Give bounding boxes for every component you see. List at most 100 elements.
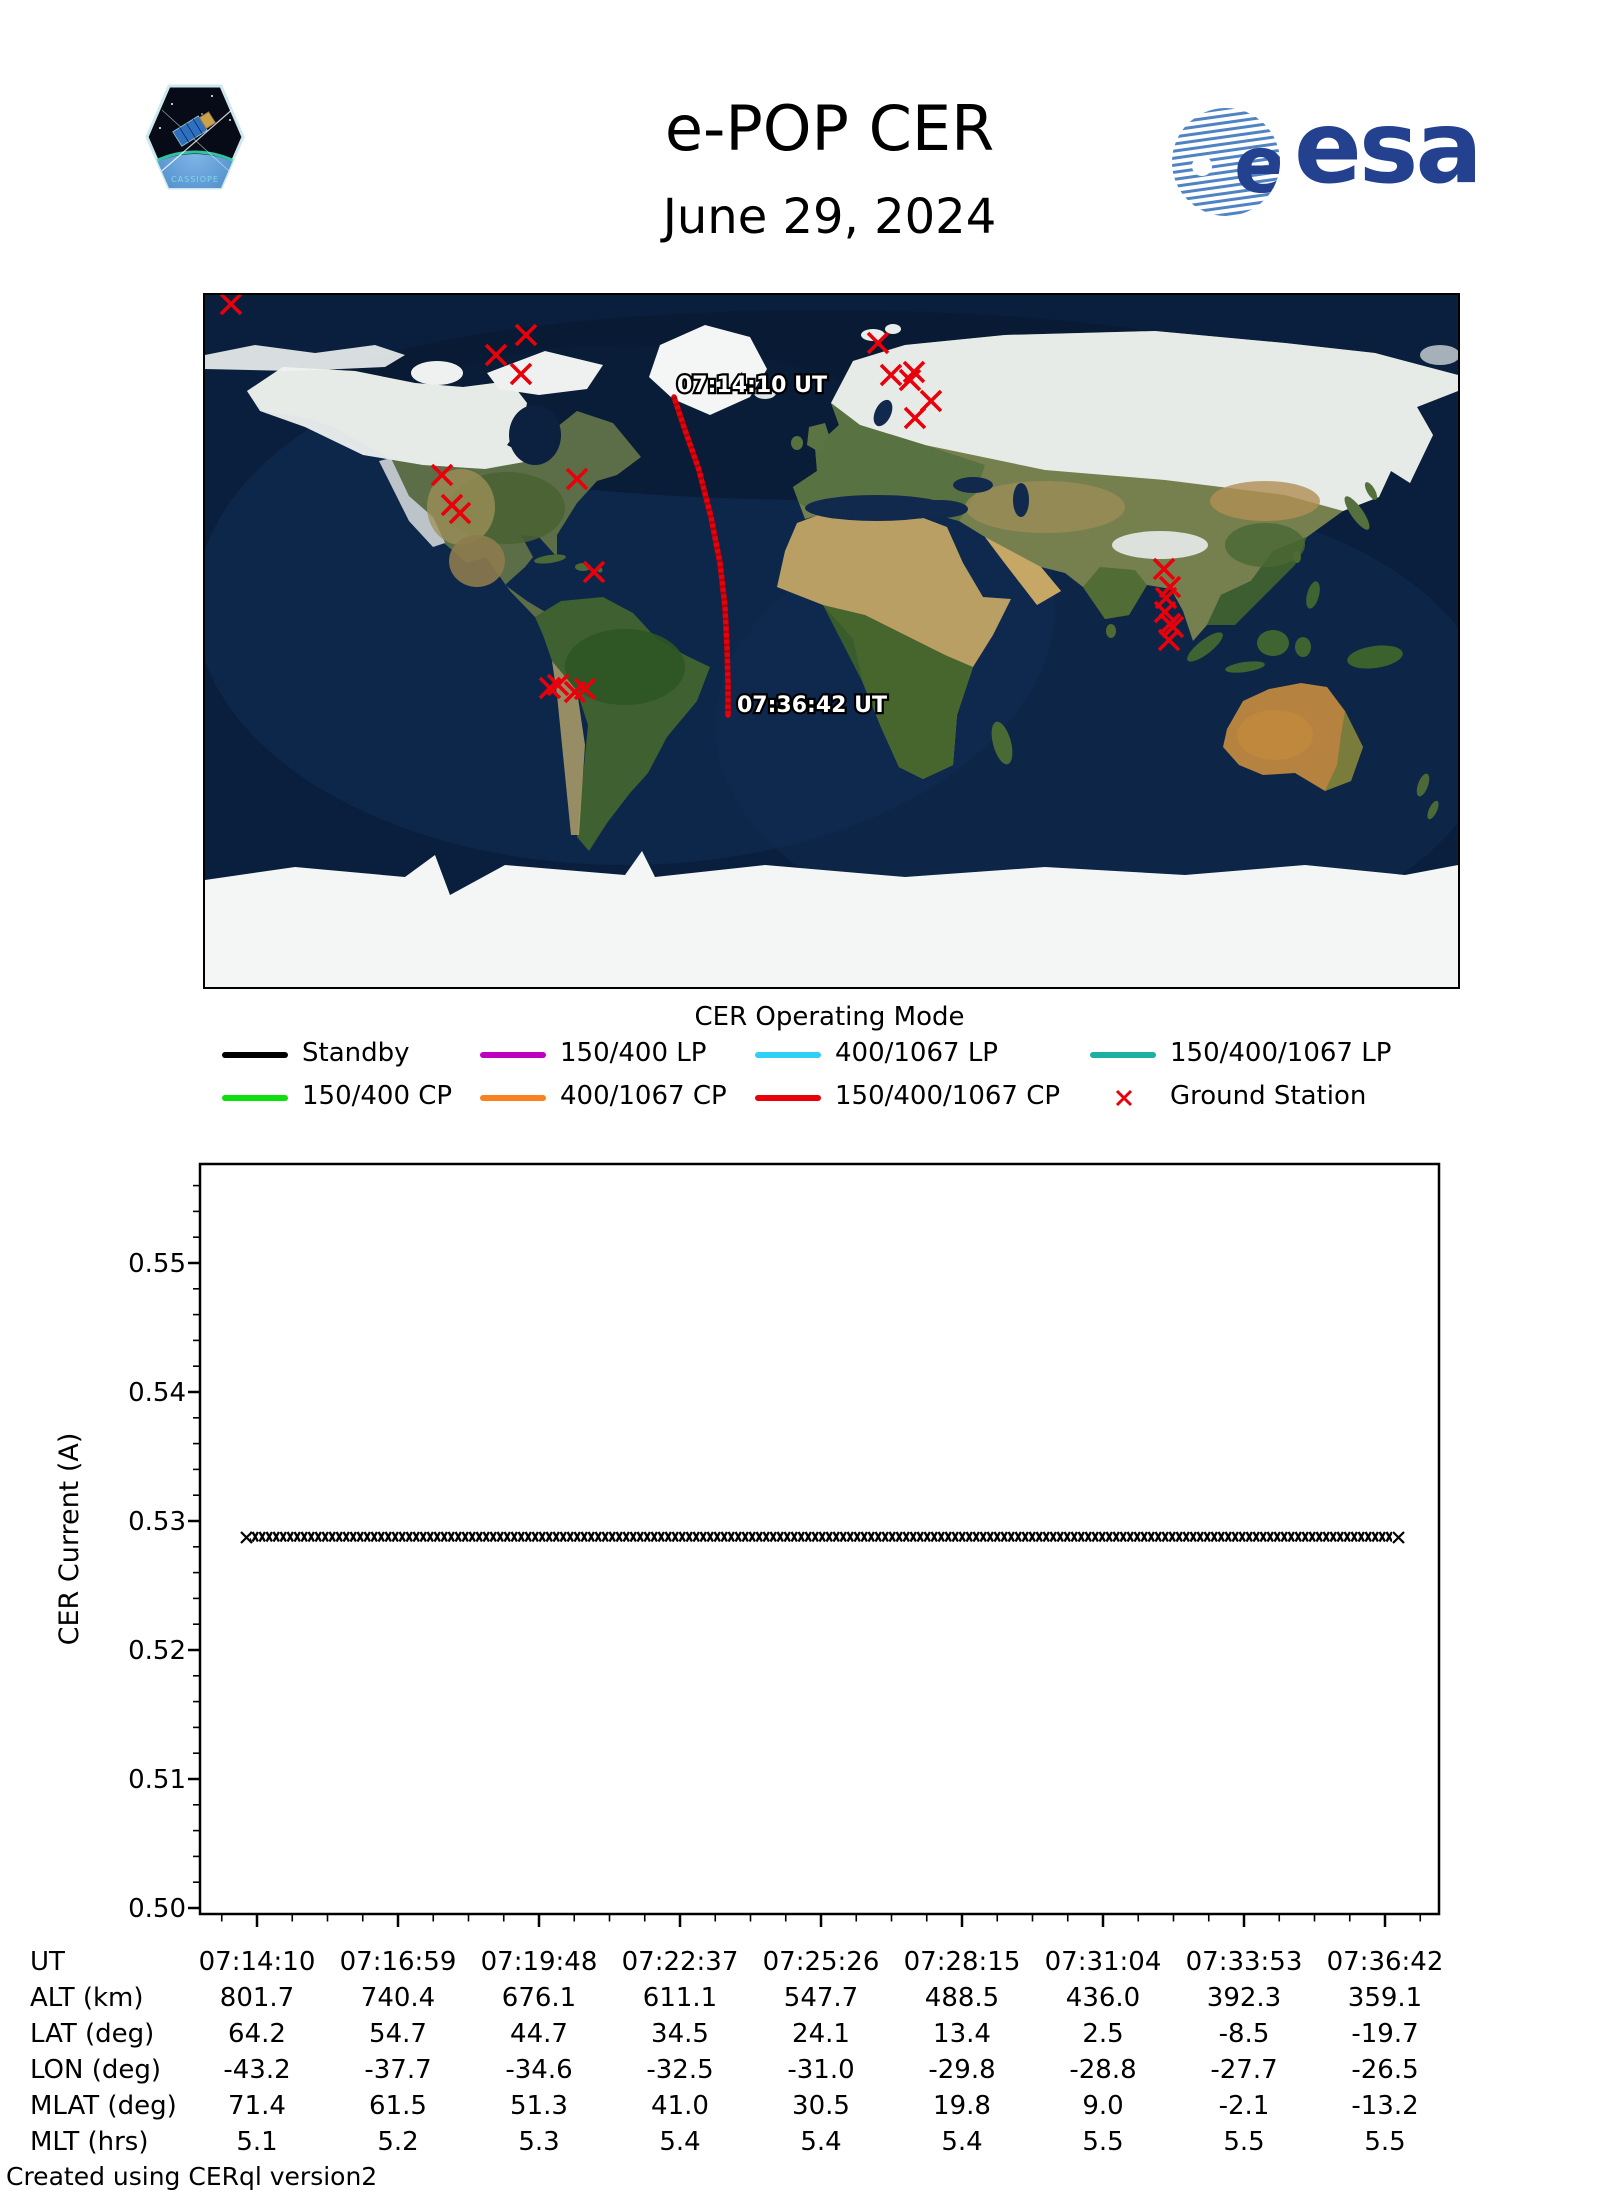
ground-station-marker (866, 331, 890, 355)
continents (205, 324, 1460, 987)
table-cell: 07:25:26 (762, 1947, 880, 1977)
y-tick-label: 0.51 (128, 1765, 186, 1795)
cer-current-series-band (250, 1531, 1392, 1545)
himalaya-snow (1112, 531, 1208, 559)
continent-antarctica (205, 851, 1458, 987)
esa-wordmark: esa (1294, 89, 1483, 206)
table-cell: 5.4 (659, 2127, 701, 2157)
table-row-label: ALT (km) (30, 1983, 144, 2013)
plot-border (198, 1162, 1441, 1916)
table-cell: 801.7 (219, 1983, 295, 2013)
ground-station-marker (1157, 628, 1181, 652)
legend-label: 150/400/1067 CP (835, 1081, 1061, 1111)
table-cell: 71.4 (228, 2091, 286, 2121)
table-row-label: MLT (hrs) (30, 2127, 149, 2157)
ground-station-marker (448, 501, 472, 525)
table-row-label: UT (30, 1947, 65, 1977)
table-cell: -43.2 (223, 2055, 291, 2085)
legend-label: 150/400 LP (560, 1038, 707, 1068)
table-row-label: LON (deg) (30, 2055, 162, 2085)
table-cell: -34.6 (505, 2055, 573, 2085)
footer-credit: Created using CERql version2 (6, 2162, 378, 2191)
esa-logo-globe: e (1172, 108, 1280, 216)
patch-title: CASSIOPE (171, 175, 219, 184)
ground-station-marker (219, 292, 243, 316)
y-tick-label: 0.53 (128, 1507, 186, 1537)
table-cell: 5.5 (1364, 2127, 1406, 2157)
table-cell: -31.0 (787, 2055, 855, 2085)
ground-stations (219, 292, 1185, 704)
table-cell: 5.4 (800, 2127, 842, 2157)
y-tick-labels: 0.55 0.54 0.53 0.52 0.51 0.50 (128, 1249, 186, 1924)
legend-label: Standby (302, 1038, 410, 1068)
page-date: June 29, 2024 (662, 189, 997, 245)
ground-station-marker (573, 677, 597, 701)
ground-station-marker (903, 406, 927, 430)
legend-label: Ground Station (1170, 1081, 1367, 1111)
ground-station-marker (509, 362, 533, 386)
table-cell: 2.5 (1082, 2019, 1124, 2049)
legend-line-150-400-1067-cp (755, 1095, 821, 1101)
ground-station-marker (582, 560, 606, 584)
table-cell: -26.5 (1351, 2055, 1419, 2085)
hudson-bay (509, 405, 561, 465)
table-cell: -27.7 (1210, 2055, 1278, 2085)
table-cell: 07:19:48 (480, 1947, 598, 1977)
table-cell: 740.4 (360, 1983, 436, 2013)
table-cell: 51.3 (510, 2091, 568, 2121)
table-cell: 07:14:10 (198, 1947, 316, 1977)
y-tick-label: 0.52 (128, 1636, 186, 1666)
y-axis-label: CER Current (A) (54, 1433, 85, 1646)
legend-line-standby (222, 1052, 288, 1058)
patch-satellite (172, 111, 217, 147)
iceland (754, 387, 776, 399)
map-frame: 07:14:10 UT 07:36:42 UT (195, 292, 1495, 989)
table-cell: 5.5 (1082, 2127, 1124, 2157)
table-cell: 07:16:59 (339, 1947, 457, 1977)
table-cell: 5.2 (377, 2127, 419, 2157)
track-start-time-label: 07:14:10 UT (677, 373, 827, 398)
table-cell: -8.5 (1218, 2019, 1270, 2049)
madagascar (991, 721, 1013, 765)
table-cell: 392.3 (1206, 1983, 1282, 2013)
legend-label: 150/400/1067 LP (1170, 1038, 1392, 1068)
table-cell: 9.0 (1082, 2091, 1124, 2121)
table-cell: 61.5 (369, 2091, 427, 2121)
ground-station-marker (484, 343, 508, 367)
table-cell: 64.2 (228, 2019, 286, 2049)
table-cell: -19.7 (1351, 2019, 1419, 2049)
cassiope-mission-patch: CASSIOPE (145, 84, 245, 190)
table-cell: 34.5 (651, 2019, 709, 2049)
table-cell: 19.8 (933, 2091, 991, 2121)
table-cell: 488.5 (924, 1983, 1000, 2013)
arabia (985, 537, 1061, 605)
table-row-label: LAT (deg) (30, 2019, 155, 2049)
ground-station-marker (1161, 615, 1185, 639)
legend-label: 400/1067 CP (560, 1081, 727, 1111)
table-cell: 07:22:37 (621, 1947, 739, 1977)
ground-station-marker (565, 467, 589, 491)
table-cell: 24.1 (792, 2019, 850, 2049)
table-cell: 44.7 (510, 2019, 568, 2049)
legend-line-150-400-lp (480, 1052, 546, 1058)
table-cell: 436.0 (1065, 1983, 1141, 2013)
table-cell: 611.1 (642, 1983, 718, 2013)
table-cell: -28.8 (1069, 2055, 1137, 2085)
table-cell: -29.8 (928, 2055, 996, 2085)
table-cell: 5.1 (236, 2127, 278, 2157)
legend-label: 400/1067 LP (835, 1038, 998, 1068)
y-tick-label: 0.55 (128, 1249, 186, 1279)
table-cell: 5.4 (941, 2127, 983, 2157)
table-cell: 5.3 (518, 2127, 560, 2157)
table-cell: 54.7 (369, 2019, 427, 2049)
mediterranean-sea (805, 495, 949, 521)
table-cell: -32.5 (646, 2055, 714, 2085)
track-end-time-label: 07:36:42 UT (737, 693, 887, 718)
ground-station-marker (1153, 600, 1177, 624)
table-cell: -13.2 (1351, 2091, 1419, 2121)
table-cell: 359.1 (1347, 1983, 1423, 2013)
ground-station-x-icon (1115, 1089, 1133, 1107)
ground-station-marker (546, 673, 570, 697)
legend-label: 150/400 CP (302, 1081, 453, 1111)
